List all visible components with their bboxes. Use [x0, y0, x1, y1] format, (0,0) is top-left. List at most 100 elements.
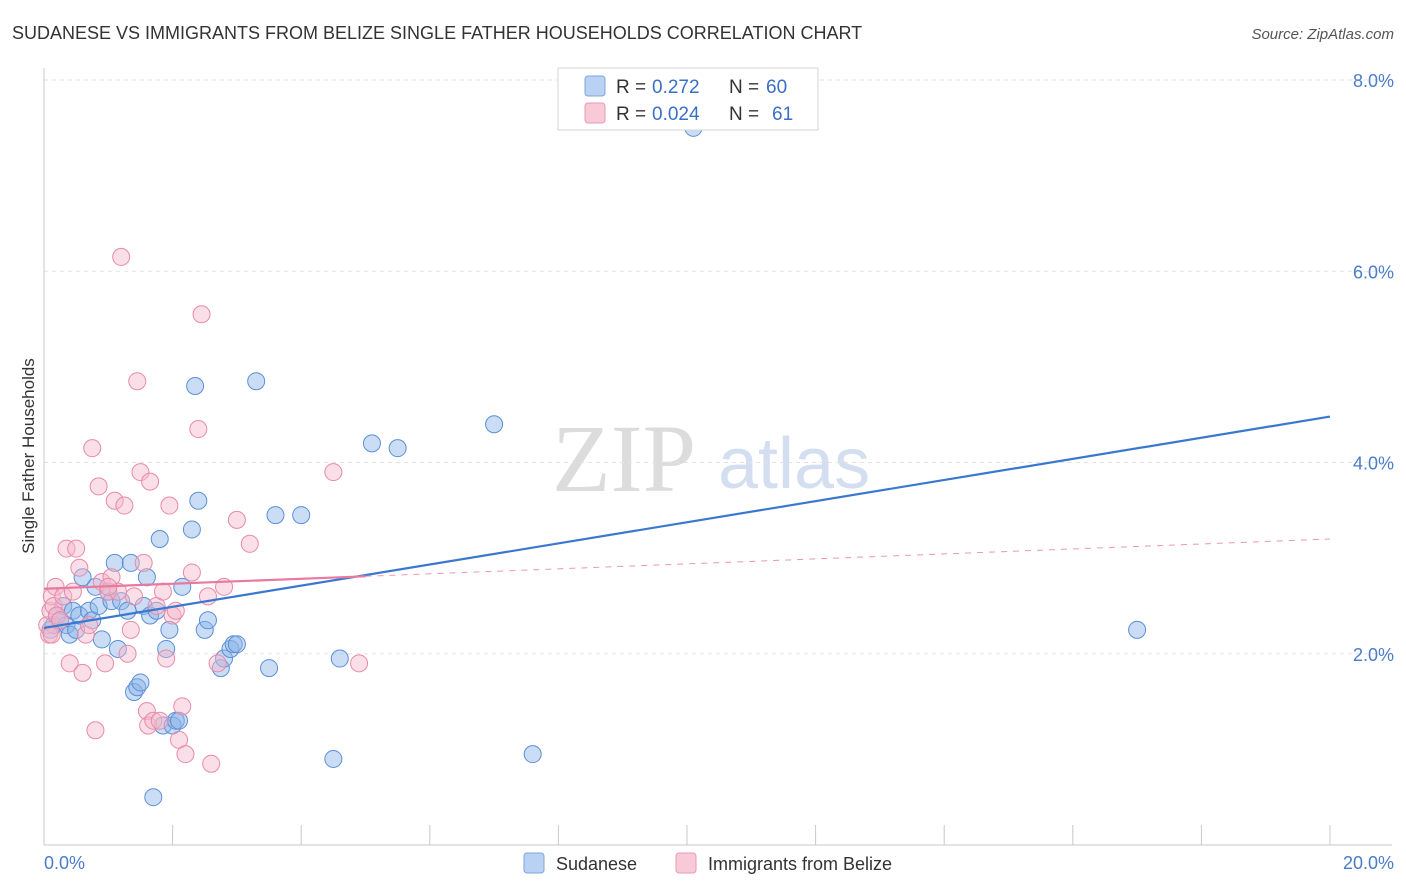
point-sudanese-11: [80, 601, 99, 620]
point-sudanese-19: [108, 639, 127, 658]
point-sudanese-60: [1128, 620, 1147, 639]
point-belize-27: [118, 644, 137, 663]
point-belize-41: [160, 496, 179, 515]
watermark-zip: ZIP: [552, 405, 696, 512]
point-belize-9: [60, 654, 79, 673]
chart-title: SUDANESE VS IMMIGRANTS FROM BELIZE SINGL…: [12, 23, 862, 43]
point-belize-55: [240, 534, 259, 553]
point-sudanese-53: [324, 749, 343, 768]
point-sudanese-58: [523, 745, 542, 764]
watermark: ZIP atlas: [552, 405, 870, 512]
point-sudanese-29: [144, 788, 163, 807]
point-belize-52: [208, 654, 227, 673]
legend-n-label-belize: N =: [729, 104, 759, 125]
legend-r-value-sudanese: 0.272: [652, 77, 700, 98]
legend-swatch-belize: [584, 102, 606, 124]
trend-line-belize-extension: [365, 538, 1331, 577]
y-tick-labels: 2.0% 4.0% 6.0% 8.0%: [1353, 71, 1394, 665]
point-sudanese-23: [125, 683, 144, 701]
point-belize-26: [115, 496, 134, 515]
y-tick-label-2: 6.0%: [1353, 262, 1394, 282]
point-sudanese-55: [362, 434, 381, 453]
legend-swatch-sudanese: [584, 75, 606, 97]
watermark-atlas: atlas: [718, 424, 870, 504]
point-sudanese-40: [186, 377, 205, 395]
point-sudanese-48: [227, 635, 246, 654]
point-belize-40: [157, 649, 176, 668]
point-sudanese-49: [247, 372, 266, 391]
point-belize-33: [137, 702, 156, 721]
point-belize-30: [128, 372, 147, 391]
point-belize-39: [153, 582, 172, 601]
legend-n-value-belize: 61: [772, 104, 793, 125]
bottom-legend-label-belize: Immigrants from Belize: [708, 854, 892, 874]
x-tick-min: 0.0%: [44, 853, 85, 873]
y-tick-label-0: 2.0%: [1353, 645, 1394, 665]
scatter-points: [38, 118, 1147, 807]
point-sudanese-15: [92, 630, 111, 649]
legend-n-value-sudanese: 60: [766, 77, 787, 98]
point-sudanese-33: [157, 639, 176, 658]
point-sudanese-57: [485, 415, 504, 434]
axes: [43, 68, 1392, 846]
point-belize-10: [63, 582, 82, 601]
point-sudanese-56: [388, 439, 407, 458]
point-belize-29: [125, 587, 144, 606]
point-belize-11: [67, 539, 86, 558]
point-belize-35: [141, 472, 160, 491]
legend-r-label-sudanese: R =: [616, 77, 646, 98]
point-belize-49: [192, 305, 211, 324]
y-tick-label-1: 4.0%: [1353, 454, 1394, 474]
point-belize-48: [189, 420, 208, 439]
bottom-legend-swatch-sudanese: [523, 852, 545, 874]
point-sudanese-24: [128, 678, 147, 697]
point-belize-25: [112, 247, 131, 266]
point-sudanese-42: [195, 620, 214, 639]
y-axis-label: Single Father Households: [19, 358, 38, 554]
point-belize-28: [121, 620, 140, 639]
bottom-legend-swatch-belize: [675, 852, 697, 874]
series-legend: Sudanese Immigrants from Belize: [523, 852, 892, 874]
point-sudanese-18: [105, 553, 124, 572]
point-belize-18: [89, 477, 108, 496]
point-belize-17: [86, 721, 105, 740]
point-belize-31: [131, 463, 150, 482]
chart-source: Source: ZipAtlas.com: [1251, 26, 1394, 43]
point-sudanese-37: [170, 711, 189, 730]
point-sudanese-10: [73, 568, 92, 587]
point-sudanese-17: [102, 592, 121, 611]
point-belize-20: [96, 654, 115, 673]
point-belize-13: [73, 663, 92, 682]
x-tick-max: 20.0%: [1343, 853, 1394, 873]
point-belize-47: [182, 563, 201, 582]
bottom-legend-label-sudanese: Sudanese: [556, 854, 637, 874]
point-belize-57: [350, 654, 369, 673]
trend-line-belize: [43, 575, 366, 590]
point-sudanese-51: [266, 506, 285, 525]
point-belize-23: [105, 491, 124, 510]
legend-n-label-sudanese: N =: [729, 77, 759, 98]
point-belize-56: [324, 463, 343, 482]
point-sudanese-39: [182, 520, 201, 539]
point-belize-51: [202, 754, 221, 773]
point-sudanese-43: [198, 611, 217, 630]
legend-r-label-belize: R =: [616, 104, 646, 125]
point-sudanese-54: [330, 649, 349, 668]
point-belize-12: [70, 558, 89, 577]
point-belize-4: [46, 577, 65, 596]
point-sudanese-25: [131, 673, 150, 692]
legend-r-value-belize: 0.024: [652, 104, 700, 125]
point-belize-5: [47, 606, 66, 625]
point-belize-38: [150, 711, 169, 730]
grid: [44, 79, 1392, 655]
point-belize-54: [227, 510, 246, 529]
point-sudanese-50: [260, 659, 279, 678]
point-sudanese-22: [121, 553, 140, 572]
point-sudanese-34: [160, 620, 179, 639]
y-tick-label-3: 8.0%: [1353, 71, 1394, 91]
trend-line-sudanese: [43, 415, 1331, 630]
point-belize-8: [57, 539, 76, 558]
point-belize-34: [139, 716, 158, 735]
point-belize-46: [176, 745, 195, 764]
